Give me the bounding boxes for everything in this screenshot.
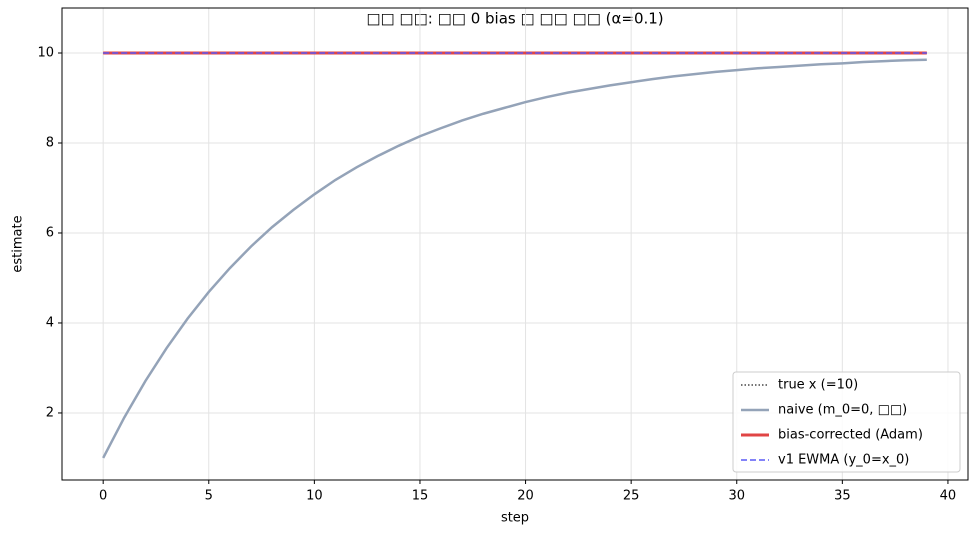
legend-box: [732, 371, 961, 473]
y-axis-label: estimate: [11, 215, 26, 272]
x-tick-label: 15: [412, 489, 429, 504]
legend-label: v1 EWMA (y_0=x_0): [778, 453, 909, 468]
y-tick-label: 10: [37, 45, 54, 60]
legend-label: naive (m_0=0, □□): [778, 403, 907, 418]
x-tick-label: 25: [623, 489, 640, 504]
x-tick-label: 30: [728, 489, 745, 504]
x-tick-label: 10: [306, 489, 323, 504]
legend: true x (=10) naive (m_0=0, □□) bias-correc…: [732, 371, 961, 473]
series-line: [102, 58, 927, 459]
legend-label: true x (=10): [778, 378, 858, 393]
y-tick-label: 8: [46, 135, 54, 150]
y-tick-label: 6: [46, 225, 54, 240]
y-tick-label: 2: [46, 405, 54, 420]
x-tick-label: 0: [99, 489, 107, 504]
x-tick-label: 5: [205, 489, 213, 504]
chart-title: □□ □□: □□ 0 bias □ □□ □□ (α=0.1): [366, 10, 663, 28]
legend-label: bias-corrected (Adam): [778, 428, 923, 443]
plot-frame: [61, 7, 969, 481]
x-tick-label: 35: [834, 489, 851, 504]
x-tick-label: 40: [940, 489, 957, 504]
x-axis-label: step: [501, 511, 529, 526]
y-tick-label: 4: [46, 315, 54, 330]
x-tick-label: 20: [517, 489, 534, 504]
